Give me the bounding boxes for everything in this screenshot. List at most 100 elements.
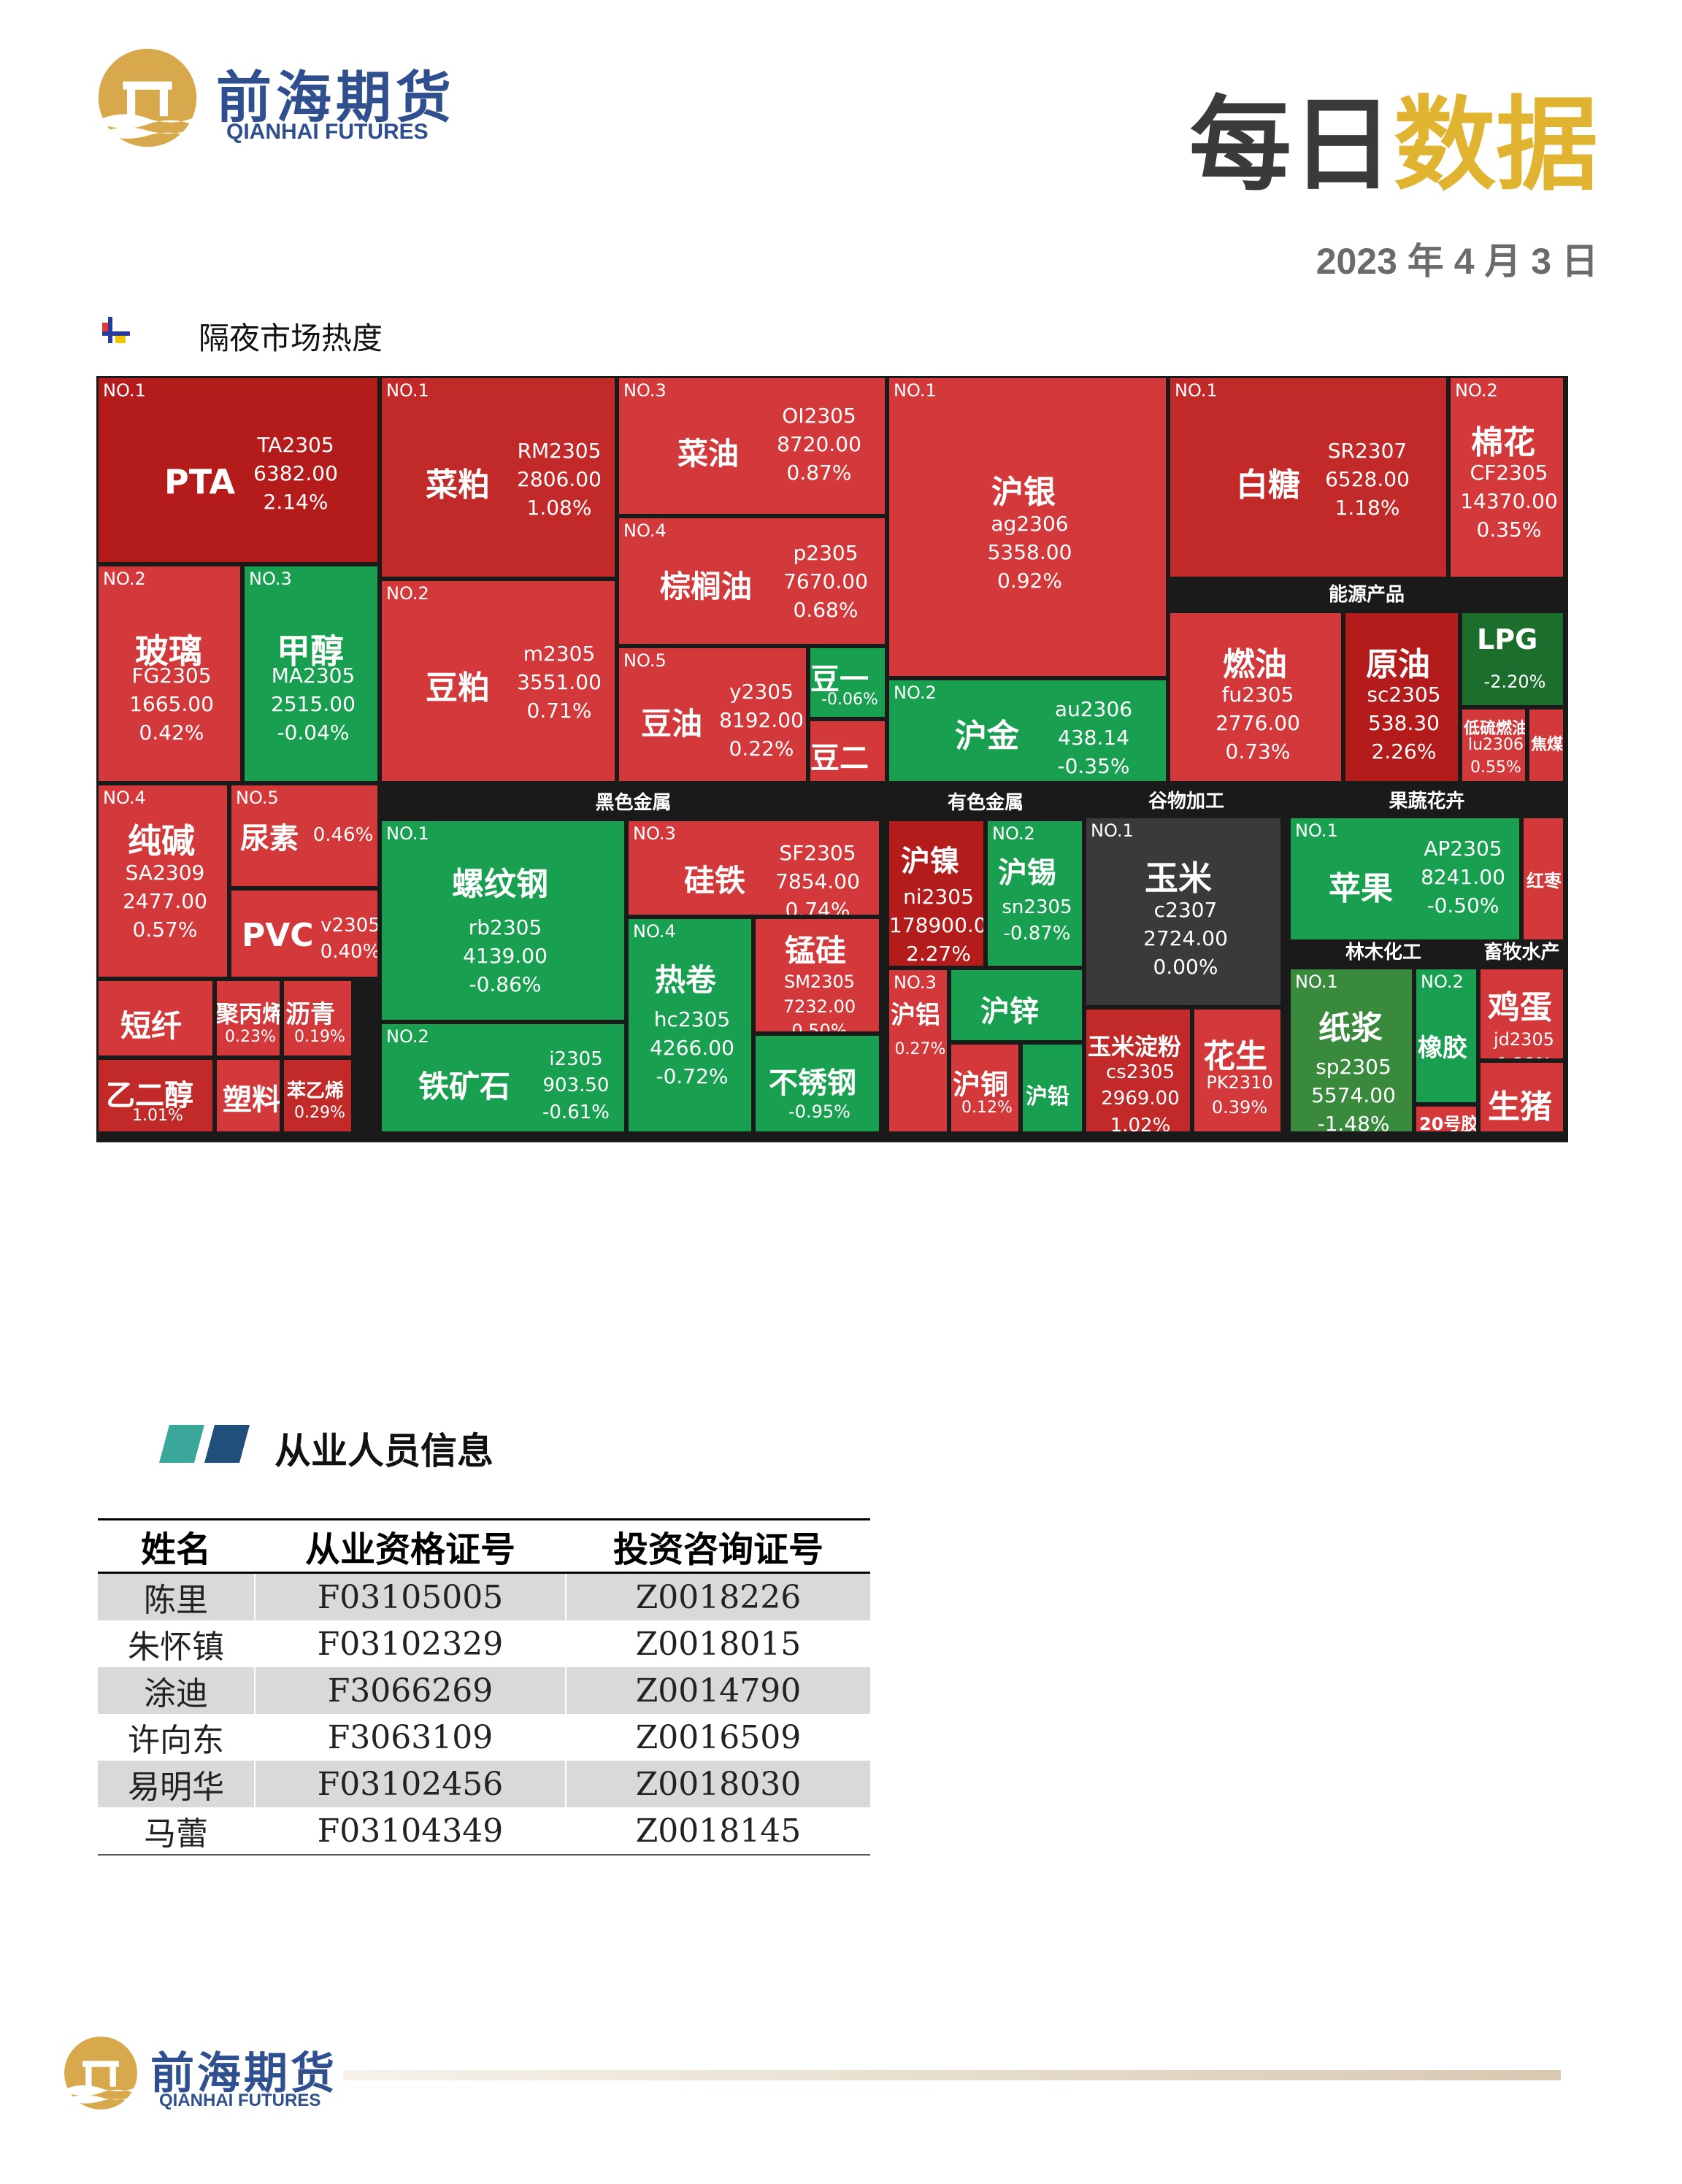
staff-name: 易明华 xyxy=(98,1761,255,1807)
treemap-tile: NO.1 螺纹钢 rb2305 4139.00 -0.86% xyxy=(380,819,626,1022)
treemap-tile: NO.4 纯碱 SA2309 2477.00 0.57% xyxy=(96,783,229,979)
treemap-tile: 苯乙烯 0.29% xyxy=(282,1058,353,1134)
tile-change: -2.20% xyxy=(1483,672,1546,692)
staff-qualification-no: F03102329 xyxy=(254,1620,566,1667)
tile-code: sc2305 xyxy=(1367,682,1441,707)
header-consulting: 投资咨询证号 xyxy=(565,1518,870,1574)
tile-price: 7670.00 xyxy=(783,569,868,594)
tile-change: 0.19% xyxy=(294,1028,345,1046)
staff-table: 姓名 从业资格证号 投资咨询证号 陈里 F03105005 Z0018226 朱… xyxy=(98,1518,870,1856)
tile-quote: 0.27% xyxy=(889,1039,947,1061)
tile-name: 沪金 xyxy=(955,718,1019,755)
tile-name: 纸浆 xyxy=(1318,1010,1383,1047)
tile-quote: y2305 8192.00 0.22% xyxy=(714,677,806,764)
staff-consulting-no: Z0018145 xyxy=(565,1807,870,1856)
tile-name: 花生 xyxy=(1203,1038,1267,1075)
tile-name: 棕榈油 xyxy=(660,569,753,604)
staff-name: 陈里 xyxy=(98,1572,255,1620)
tile-name: 玉米淀粉 xyxy=(1088,1033,1182,1061)
header-name: 姓名 xyxy=(98,1518,255,1574)
section-title-staff-info: 从业人员信息 xyxy=(274,1430,494,1472)
tile-change: 0.46% xyxy=(312,824,374,846)
group-label-ferrous: 黑色金属 xyxy=(380,787,887,819)
tile-name: 聚丙烯 xyxy=(215,1000,282,1028)
tile-name: 热卷 xyxy=(655,962,717,998)
tile-quote: hc2305 4266.00 -0.72% xyxy=(629,1005,751,1091)
tile-rank: NO.1 xyxy=(386,823,429,844)
tile-code: cs2305 xyxy=(1105,1061,1175,1083)
tile-code: lu2306 xyxy=(1467,736,1524,754)
tile-code: TA2305 xyxy=(257,433,334,457)
tile-code: c2307 xyxy=(1153,898,1218,922)
footer-divider xyxy=(343,2070,1561,2080)
tile-quote: -2.20% xyxy=(1462,670,1563,695)
tile-change: 1.01% xyxy=(132,1107,183,1125)
treemap-tile: NO.2 玻璃 FG2305 1665.00 0.42% xyxy=(96,564,242,783)
tile-quote: -0.06% xyxy=(810,689,885,712)
treemap-tile: NO.1 PTA TA2305 6382.00 2.14% xyxy=(96,376,380,564)
tile-name: 橡胶 xyxy=(1418,1034,1467,1063)
tile-quote: 0.23% xyxy=(217,1026,280,1049)
staff-consulting-no: Z0018015 xyxy=(565,1620,870,1667)
tile-change: 2.26% xyxy=(1371,739,1437,764)
staff-name: 许向东 xyxy=(128,1722,224,1759)
tile-quote: sp2305 5574.00 -1.48% xyxy=(1291,1053,1412,1131)
staff-name: 涂迪 xyxy=(98,1667,255,1714)
tile-quote: lu2306 0.55% xyxy=(1462,734,1525,780)
tile-price: 2724.00 xyxy=(1143,926,1228,951)
treemap-tile: 红枣 xyxy=(1521,816,1565,942)
staff-consulting-no: Z0014790 xyxy=(565,1667,870,1714)
tile-quote: CF2305 14370.00 0.35% xyxy=(1451,458,1563,545)
tile-code: p2305 xyxy=(793,541,859,565)
tile-quote: AP2305 8241.00 -0.50% xyxy=(1405,834,1519,920)
group-label-energy: 能源产品 xyxy=(1168,579,1565,611)
tile-change: 0.40% xyxy=(320,941,380,964)
tile-name: 硅铁 xyxy=(684,863,746,899)
treemap-tile: 燃油 fu2305 2776.00 0.73% xyxy=(1168,611,1343,783)
tile-change: 1.08% xyxy=(526,496,592,520)
tile-change: 0.74% xyxy=(785,898,850,917)
tile-change: -0.61% xyxy=(542,1101,610,1123)
logo-chinese-text: 前海期货 xyxy=(216,65,456,130)
tile-name: 棉花 xyxy=(1471,424,1535,461)
tile-code: m2305 xyxy=(523,642,596,666)
tile-quote: c2307 2724.00 0.00% xyxy=(1086,896,1280,982)
logo-emblem-icon xyxy=(64,2037,137,2110)
tile-quote: fu2305 2776.00 0.73% xyxy=(1170,680,1341,766)
treemap-tile: 沪锌 xyxy=(949,968,1084,1042)
tile-change: 2.27% xyxy=(906,942,971,966)
treemap-tile: NO.1 沪银 ag2306 5358.00 0.92% xyxy=(887,376,1168,678)
table-row: 涂迪 F3066269 Z0014790 xyxy=(98,1667,870,1714)
tile-code: sn2305 xyxy=(1002,896,1072,918)
treemap-tile: 鸡蛋 jd2305 0.28% xyxy=(1478,967,1565,1061)
tile-price: 903.50 xyxy=(542,1074,610,1097)
tile-name: 豆油 xyxy=(641,706,703,742)
table-header-row: 姓名 从业资格证号 投资咨询证号 xyxy=(98,1518,870,1574)
tile-name: 菜粕 xyxy=(426,466,490,504)
group-label-livestock: 畜牧水产 xyxy=(1478,938,1565,967)
market-heat-treemap: 能源产品 黑色金属 有色金属 谷物加工 果蔬花卉 林木化工 畜牧水产 NO.1 PTA TA230… xyxy=(96,376,1568,1142)
tile-code: CF2305 xyxy=(1470,461,1548,485)
section-title-overnight-heat: 隔夜市场热度 xyxy=(199,320,383,356)
treemap-tile: 豆一 -0.06% xyxy=(808,646,887,719)
treemap-tile: 20号胶 xyxy=(1414,1104,1478,1134)
header-qualification: 从业资格证号 xyxy=(254,1518,566,1574)
tile-change: -0.06% xyxy=(821,691,878,709)
tile-rank: NO.2 xyxy=(1455,380,1498,401)
tile-price: 6382.00 xyxy=(253,461,338,486)
tile-name: 沪铝 xyxy=(891,1001,940,1030)
treemap-tile: NO.5 豆油 y2305 8192.00 0.22% xyxy=(617,646,808,783)
tile-name: 生猪 xyxy=(1488,1088,1552,1126)
tile-quote: v2305 0.40% xyxy=(319,912,380,966)
table-row: 朱怀镇 F03102329 Z0018015 xyxy=(98,1620,870,1667)
tile-code: y2305 xyxy=(729,680,794,704)
tile-code: AP2305 xyxy=(1424,837,1502,861)
tile-price: 8192.00 xyxy=(719,708,804,733)
tile-rank: NO.2 xyxy=(386,1026,429,1047)
tile-quote: m2305 3551.00 0.71% xyxy=(504,639,614,726)
tile-rank: NO.3 xyxy=(633,823,676,844)
treemap-tile: NO.3 沪铝 0.27% xyxy=(887,968,949,1134)
footer-logo-english-text: QIANHAI FUTURES xyxy=(159,2091,321,2110)
tile-name: 铁矿石 xyxy=(418,1069,511,1104)
tile-change: 0.50% xyxy=(791,1020,848,1034)
